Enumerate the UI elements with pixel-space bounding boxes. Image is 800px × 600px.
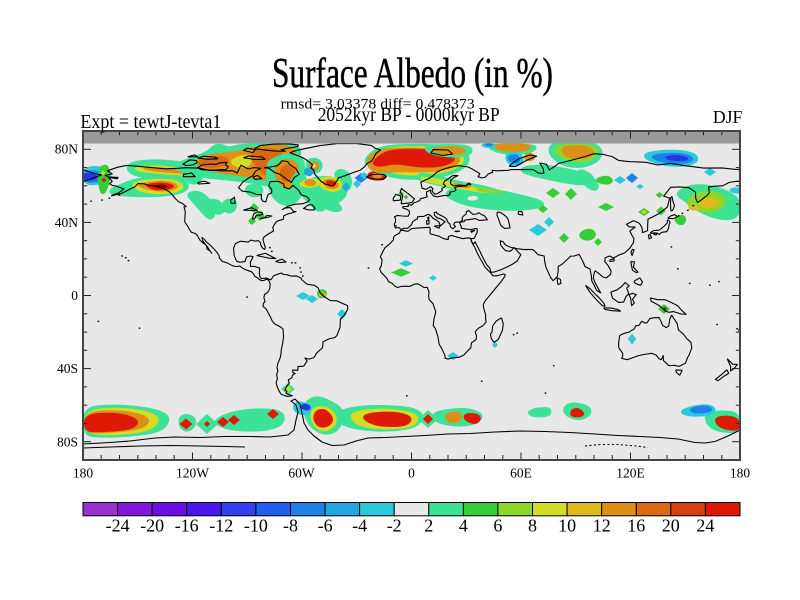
- svg-text:-6: -6: [318, 516, 333, 536]
- svg-text:-8: -8: [283, 516, 298, 536]
- svg-text:Surface Albedo (in %): Surface Albedo (in %): [272, 51, 553, 97]
- svg-text:180: 180: [73, 465, 94, 480]
- svg-text:10: 10: [558, 516, 576, 536]
- svg-text:60E: 60E: [510, 465, 532, 480]
- svg-text:12: 12: [593, 516, 611, 536]
- svg-text:40N: 40N: [55, 215, 79, 230]
- svg-text:180: 180: [730, 465, 751, 480]
- svg-text:-24: -24: [106, 516, 130, 536]
- svg-text:Expt = tewtJ-tevta1: Expt = tewtJ-tevta1: [80, 111, 221, 133]
- svg-text:-16: -16: [175, 516, 199, 536]
- svg-text:40S: 40S: [57, 361, 78, 376]
- svg-text:0: 0: [71, 288, 78, 303]
- svg-text:24: 24: [696, 516, 714, 536]
- svg-text:-20: -20: [140, 516, 164, 536]
- svg-text:16: 16: [627, 516, 645, 536]
- svg-text:2: 2: [424, 516, 433, 536]
- svg-text:80N: 80N: [55, 142, 79, 157]
- svg-text:8: 8: [528, 516, 537, 536]
- svg-text:120E: 120E: [616, 465, 645, 480]
- svg-text:rmsd= 3.03378 diff= 0.478373: rmsd= 3.03378 diff= 0.478373: [281, 97, 475, 113]
- svg-text:-4: -4: [352, 516, 367, 536]
- svg-text:80S: 80S: [57, 434, 78, 449]
- svg-text:6: 6: [493, 516, 502, 536]
- svg-text:-2: -2: [387, 516, 402, 536]
- svg-text:120W: 120W: [176, 465, 209, 480]
- svg-text:0: 0: [408, 465, 415, 480]
- svg-text:-12: -12: [209, 516, 233, 536]
- svg-text:20: 20: [662, 516, 680, 536]
- svg-text:4: 4: [459, 516, 468, 536]
- svg-text:-10: -10: [244, 516, 268, 536]
- svg-text:DJF: DJF: [713, 107, 743, 127]
- svg-text:2052kyr BP - 0000kyr BP: 2052kyr BP - 0000kyr BP: [318, 104, 500, 126]
- svg-text:60W: 60W: [288, 465, 315, 480]
